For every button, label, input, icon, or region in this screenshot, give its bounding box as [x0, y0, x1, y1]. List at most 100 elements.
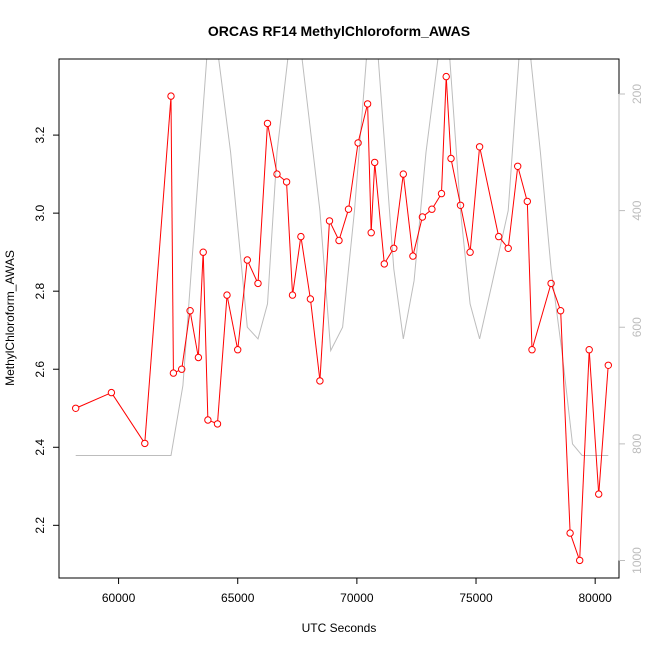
series-segment: [348, 146, 359, 207]
series-segment: [560, 313, 571, 530]
chart-title: ORCAS RF14 MethylChloroform_AWAS: [208, 23, 470, 39]
data-point: [72, 404, 80, 412]
data-point: [514, 162, 522, 171]
series-segment: [170, 99, 174, 370]
data-point: [186, 307, 194, 315]
series-segment: [441, 79, 447, 191]
data-point: [363, 100, 372, 108]
data-point: [523, 197, 531, 206]
data-point: [399, 170, 407, 178]
data-point: [528, 346, 536, 354]
series-segment: [500, 238, 507, 247]
plot-area: [58, 58, 620, 579]
data-point: [604, 361, 612, 369]
right-axis: 200 400 600 800 1000: [618, 84, 644, 574]
x-tick-label: 65000: [221, 591, 255, 605]
data-point: [335, 236, 343, 245]
data-point: [234, 346, 242, 354]
altitude-line: [75, 59, 609, 456]
y-tick-label: 3.2: [33, 126, 47, 143]
series-segment: [424, 210, 430, 216]
x-tick-label: 80000: [578, 591, 612, 605]
series-segment: [267, 126, 277, 172]
data-series: [72, 72, 612, 565]
data-point: [428, 205, 436, 213]
x-axis-label: UTC Seconds: [302, 621, 377, 635]
series-segment: [217, 298, 228, 421]
series-segment: [370, 165, 376, 230]
series-segment: [518, 169, 527, 199]
series-segment: [367, 107, 372, 230]
data-point: [141, 439, 149, 448]
data-point: [390, 244, 398, 253]
data-point: [288, 291, 297, 299]
series-segment: [598, 368, 609, 491]
series-segment: [403, 177, 413, 253]
series-segment: [551, 286, 561, 308]
x-tick-label: 60000: [102, 591, 136, 605]
y-axis-label: MethylChloroform_AWAS: [3, 250, 17, 386]
series-segment: [198, 255, 204, 355]
series-segment: [358, 106, 368, 140]
data-point: [306, 295, 315, 303]
series-segment: [279, 175, 285, 181]
data-point: [371, 158, 379, 167]
right-tick-label: 1000: [630, 547, 644, 574]
data-point: [504, 244, 512, 253]
series-segment: [526, 204, 533, 347]
series-segment: [248, 262, 258, 281]
data-point: [344, 205, 353, 213]
data-point: [297, 232, 305, 241]
y-tick-label: 2.2: [33, 517, 47, 534]
right-tick-label: 800: [630, 434, 644, 454]
data-point: [178, 365, 186, 373]
series-segment: [144, 99, 172, 441]
series-segment: [433, 196, 441, 207]
data-point: [169, 369, 178, 377]
series-segment: [451, 161, 461, 203]
data-point: [354, 139, 362, 147]
y-tick-label: 3.0: [33, 204, 47, 221]
series-segment: [237, 263, 248, 347]
data-point: [254, 279, 262, 288]
data-point: [447, 154, 455, 163]
data-point: [282, 178, 291, 186]
data-point: [409, 252, 417, 260]
data-point: [107, 388, 116, 397]
y-tick-label: 2.8: [33, 283, 47, 300]
data-point: [475, 143, 484, 151]
data-point: [495, 232, 503, 241]
altitude-series: [75, 59, 609, 456]
right-tick-label: 200: [630, 84, 644, 104]
y-tick-label: 2.6: [33, 361, 47, 378]
series-segment: [210, 420, 215, 424]
series-segment: [413, 219, 423, 254]
data-point: [456, 201, 465, 210]
series-segment: [292, 239, 301, 292]
data-point: [466, 248, 474, 256]
x-tick-label: 75000: [459, 591, 493, 605]
data-point: [576, 556, 584, 565]
series-segment: [469, 149, 480, 250]
data-point: [273, 170, 281, 178]
series-segment: [300, 239, 311, 296]
series-segment: [339, 212, 349, 238]
data-point: [167, 92, 175, 100]
data-point: [418, 213, 427, 221]
series-segment: [579, 352, 590, 558]
series-segment: [374, 165, 385, 261]
data-point: [367, 229, 375, 237]
series-segment: [227, 298, 238, 347]
x-tick-label: 70000: [340, 591, 374, 605]
y-tick-label: 2.4: [33, 439, 47, 456]
series-segment: [112, 395, 144, 441]
series-segment: [202, 255, 209, 417]
series-segment: [445, 79, 452, 156]
series-segment: [508, 169, 518, 246]
right-tick-label: 600: [630, 317, 644, 337]
series-segment: [181, 313, 191, 367]
series-segment: [385, 250, 393, 262]
data-point: [204, 416, 212, 424]
data-point: [566, 529, 574, 537]
